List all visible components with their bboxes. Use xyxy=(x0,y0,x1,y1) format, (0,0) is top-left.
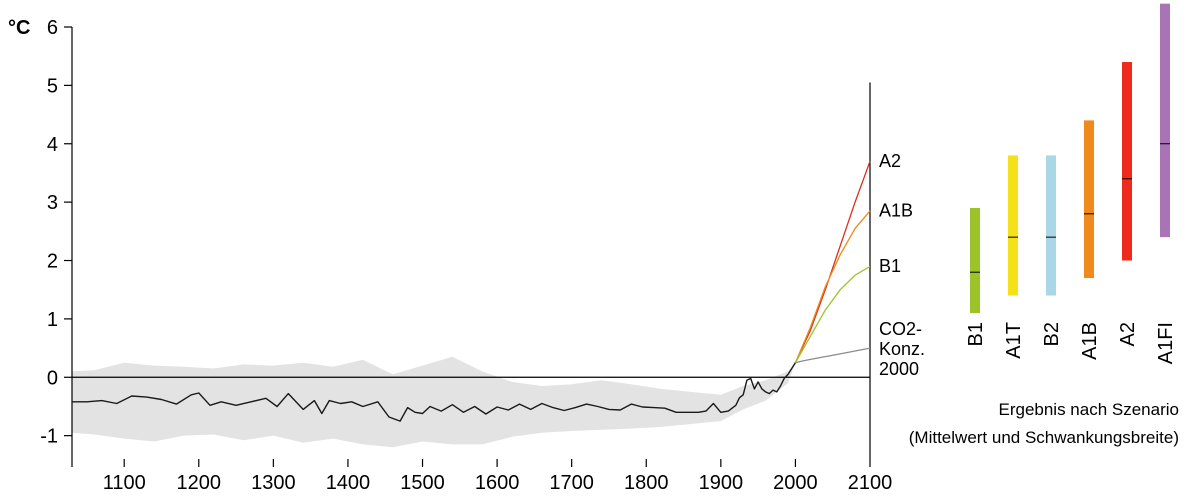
x-tick-label: 1200 xyxy=(177,472,222,494)
scenario-line xyxy=(794,161,871,363)
range-label: B1 xyxy=(965,322,987,346)
range-bar xyxy=(1160,3,1170,238)
label-layer: A2 A1B B1 CO2-Konz.2000 xyxy=(879,151,925,379)
y-tick-label: -1 xyxy=(40,426,58,448)
y-tick-label: 0 xyxy=(47,367,58,389)
range-bar xyxy=(1084,120,1094,279)
uncertainty-band xyxy=(72,356,796,448)
scenario-line xyxy=(794,210,871,363)
series-layer xyxy=(72,161,871,422)
axes-layer: -1 0 1 2 3 4 5 6 °C 1100 1200 1300 1400 1500 1600 1700 1… xyxy=(8,17,892,494)
note-line-1: Ergebnis nach Szenario xyxy=(998,400,1179,419)
x-tick-label: 1900 xyxy=(699,472,744,494)
range-label: A1T xyxy=(1003,322,1025,359)
scenario-line xyxy=(795,347,871,364)
x-tick-label: 1700 xyxy=(549,472,594,494)
uncertainty-band-layer xyxy=(72,356,796,448)
scenario-range-layer: B1 A1T B2 A1B A2 A1FI xyxy=(965,3,1177,364)
x-tick-label: 1500 xyxy=(400,472,445,494)
x-tick-label: 2000 xyxy=(773,472,818,494)
x-tick-label: 1100 xyxy=(103,472,146,494)
y-tick-label: 5 xyxy=(47,75,58,97)
scenario-end-label: A2 xyxy=(879,151,901,171)
history-line xyxy=(72,362,796,422)
scenario-line xyxy=(794,265,871,364)
scenario-end-label: A1B xyxy=(879,201,913,221)
range-label: A1B xyxy=(1079,322,1101,360)
range-bar xyxy=(1122,62,1132,261)
x-tick-label: 1300 xyxy=(251,472,296,494)
range-label: A2 xyxy=(1117,322,1139,346)
range-label: B2 xyxy=(1041,322,1063,346)
range-bar xyxy=(1008,155,1018,296)
y-unit-label: °C xyxy=(8,17,30,39)
range-bar xyxy=(970,207,980,314)
y-tick-label: 6 xyxy=(47,17,58,39)
y-tick-label: 4 xyxy=(47,134,58,156)
range-label: A1FI xyxy=(1155,322,1177,364)
scenario-end-label: 2000 xyxy=(879,359,919,379)
scenario-end-label: B1 xyxy=(879,256,901,276)
note-line-2: (Mittelwert und Schwankungsbreite) xyxy=(908,428,1179,447)
y-tick-label: 3 xyxy=(47,192,58,214)
x-tick-label: 1600 xyxy=(475,472,520,494)
x-tick-label: 1800 xyxy=(624,472,669,494)
x-tick-label: 1400 xyxy=(326,472,371,494)
x-tick-label: 2100 xyxy=(848,472,893,494)
y-tick-label: 1 xyxy=(47,309,58,331)
range-bar xyxy=(1046,155,1056,296)
scenario-end-label: Konz. xyxy=(879,339,925,359)
y-tick-label: 2 xyxy=(47,251,58,273)
scenario-end-label: CO2- xyxy=(879,319,922,339)
